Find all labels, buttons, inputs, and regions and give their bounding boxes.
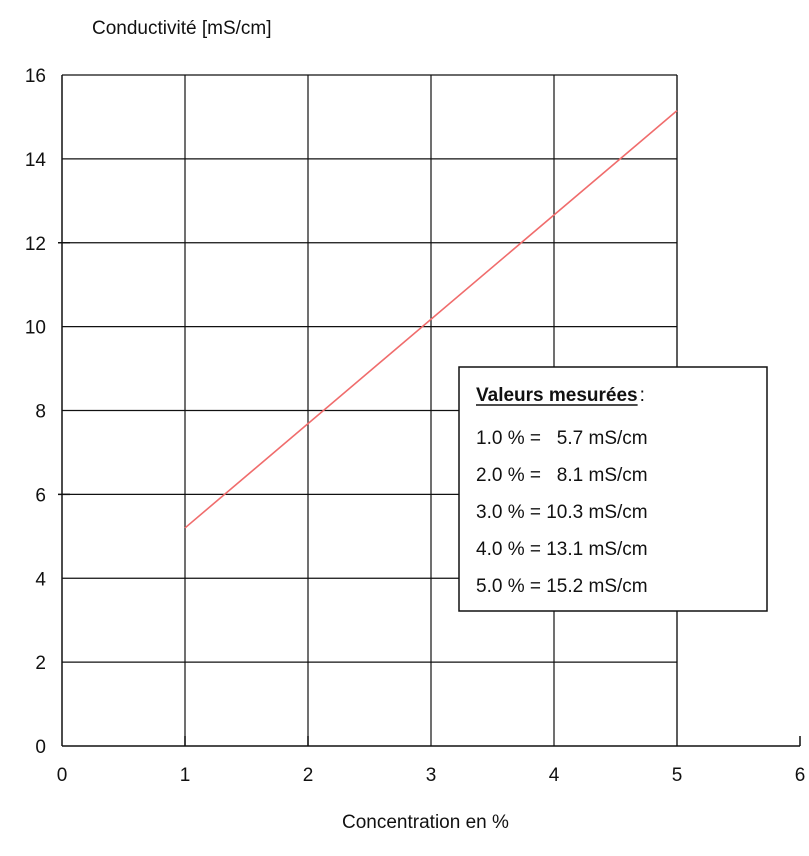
x-tick-label-3: 3 [426, 765, 437, 786]
x-tick-label-6: 6 [795, 765, 806, 786]
y-tick-label-2: 2 [35, 653, 46, 674]
legend-entry-1: 1.0 % = 5.7 mS/cm [476, 428, 648, 449]
legend-box: Valeurs mesurées : 1.0 % = 5.7 mS/cm 2.0 … [458, 366, 768, 612]
y-tick-label-10: 10 [25, 318, 46, 339]
series-layer [184, 110, 678, 529]
x-tick-label-2: 2 [303, 765, 314, 786]
y-tick-label-6: 6 [35, 485, 46, 506]
x-tick-label-5: 5 [672, 765, 683, 786]
y-tick-label-16: 16 [25, 66, 46, 87]
legend-title: Valeurs mesurées [476, 385, 638, 406]
x-tick-label-1: 1 [180, 765, 191, 786]
y-tick-label-4: 4 [35, 569, 46, 590]
legend-entry-4: 4.0 % = 13.1 mS/cm [476, 539, 648, 560]
y-tick-label-12: 12 [25, 234, 46, 255]
legend-entry-5: 5.0 % = 15.2 mS/cm [476, 576, 648, 597]
legend-title-suffix: : [640, 385, 645, 406]
legend-entry-3: 3.0 % = 10.3 mS/cm [476, 502, 648, 523]
x-tick-label-4: 4 [549, 765, 560, 786]
x-axis-title: Concentration en % [342, 812, 509, 833]
legend-entry-2: 2.0 % = 8.1 mS/cm [476, 465, 648, 486]
y-tick-label-8: 8 [35, 402, 46, 423]
series-line-0 [184, 110, 678, 529]
y-tick-label-14: 14 [25, 150, 47, 171]
legend-frame [458, 366, 768, 612]
x-tick-label-0: 0 [57, 765, 68, 786]
y-tick-label-0: 0 [35, 737, 46, 758]
legend-entries: 1.0 % = 5.7 mS/cm 2.0 % = 8.1 mS/cm 3.0 % … [476, 428, 648, 597]
y-axis-title: Conductivité [mS/cm] [92, 18, 272, 39]
